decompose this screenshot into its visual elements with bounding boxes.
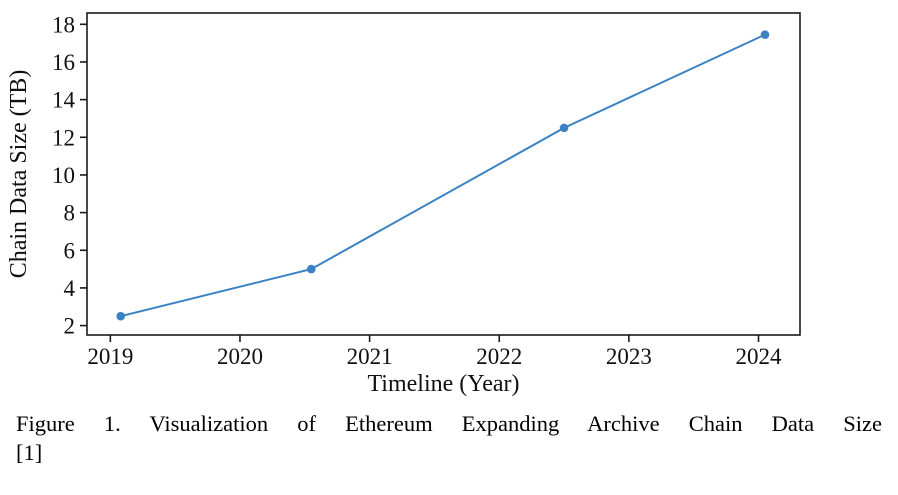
y-tick-label: 12 [52,125,75,150]
x-axis-label: Timeline (Year) [367,371,519,397]
x-tick-label: 2020 [217,344,263,369]
data-point [116,311,126,321]
plot-area [86,12,801,336]
y-axis-label: Chain Data Size (TB) [6,70,32,279]
x-tick-label: 2023 [606,344,652,369]
figure-caption-ref: [1] [16,440,43,466]
y-tick-label: 4 [64,276,76,301]
y-tick-label: 18 [52,12,75,37]
y-tick-label: 8 [64,201,76,226]
data-line [120,33,766,318]
y-tick-label: 2 [64,314,76,339]
x-tick-label: 2024 [736,344,783,369]
y-tick-label: 16 [52,50,75,75]
y-tick-label: 14 [52,88,76,113]
data-point [306,264,316,274]
y-tick-label: 6 [64,238,76,263]
figure-caption: Figure 1. Visualization of Ethereum Expa… [0,405,898,468]
y-tick-label: 10 [52,163,75,188]
data-point [559,123,569,133]
x-tick-label: 2019 [87,344,133,369]
x-tick-label: 2021 [347,344,393,369]
figure-caption-text: Figure 1. Visualization of Ethereum Expa… [16,411,882,436]
data-point [760,30,770,39]
line-chart: 2019 2020 2021 2022 2023 2024 2 4 6 8 10 12 14 16 18 Ti… [6,12,801,397]
x-tick-label: 2022 [476,344,522,369]
